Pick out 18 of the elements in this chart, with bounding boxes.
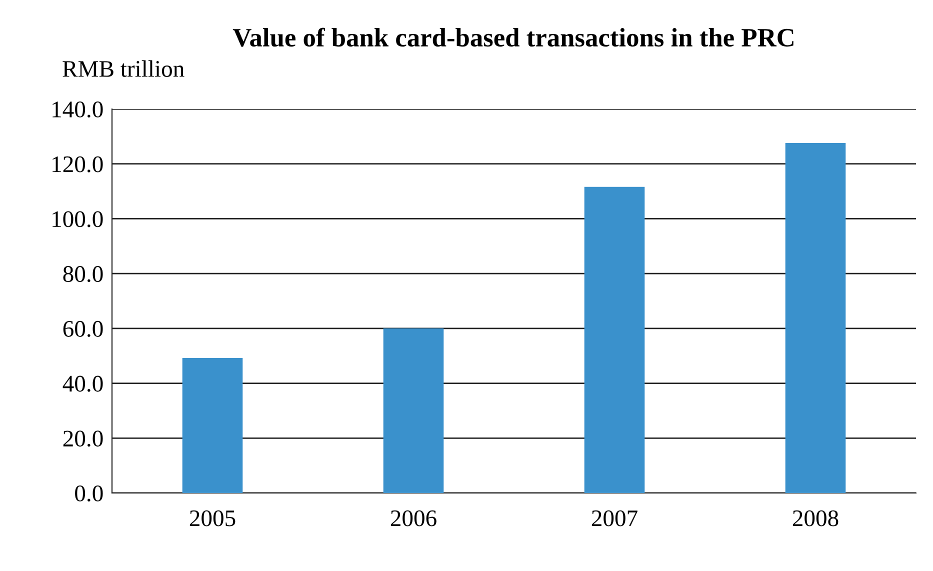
x-tick-label: 2008 [792, 510, 838, 526]
bar [785, 143, 846, 493]
y-tick-label: 60.0 [63, 320, 103, 337]
y-tick-label: 120.0 [52, 156, 103, 172]
y-tick-label: 0.0 [75, 485, 103, 502]
bar [383, 328, 444, 493]
x-tick-label: 2005 [190, 510, 236, 526]
bar [584, 186, 645, 493]
y-tick-label: 140.0 [52, 101, 103, 118]
x-tick-label: 2006 [390, 510, 436, 526]
y-axis-title: RMB trillion [62, 60, 184, 77]
y-tick-label: 20.0 [63, 430, 103, 447]
y-tick-label: 40.0 [62, 376, 103, 392]
y-tick-label: 80.0 [63, 266, 103, 282]
y-tick-label: 100.0 [52, 211, 103, 228]
x-tick-label: 2007 [592, 510, 638, 526]
chart-title: Value of bank card-based transactions in the PRC [232, 28, 794, 47]
bar [182, 358, 243, 493]
